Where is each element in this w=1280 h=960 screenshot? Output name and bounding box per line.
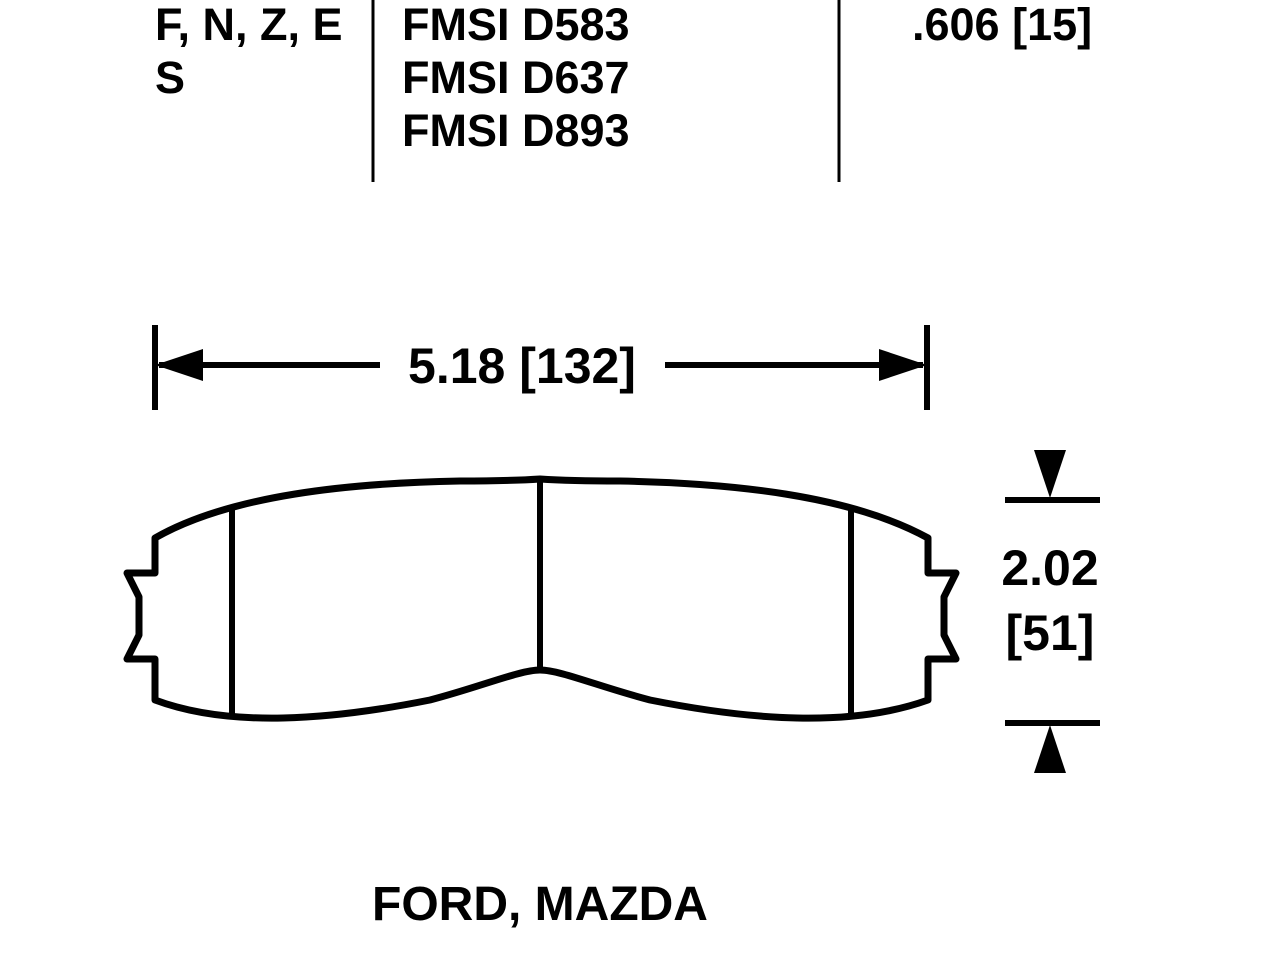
header-col1-line-0: F, N, Z, E [155,0,343,50]
height-dimension-label-1: 2.02 [1001,540,1098,596]
footer-label: FORD, MAZDA [372,878,708,931]
header-col2-line-1: FMSI D637 [402,52,630,103]
header-col2-line-0: FMSI D583 [402,0,630,50]
height-arrow-bottom [1034,725,1066,773]
header-col2-line-2: FMSI D893 [402,105,630,156]
header-col3-line-0: .606 [15] [912,0,1092,50]
width-dimension-label: 5.18 [132] [408,338,636,394]
height-dimension-label-2: [51] [1006,605,1095,661]
header-col1-line-1: S [155,52,185,103]
width-arrow-right [879,349,927,381]
width-arrow-left [155,349,203,381]
height-arrow-top [1034,450,1066,498]
brake-pad-inner-lines [232,482,851,715]
